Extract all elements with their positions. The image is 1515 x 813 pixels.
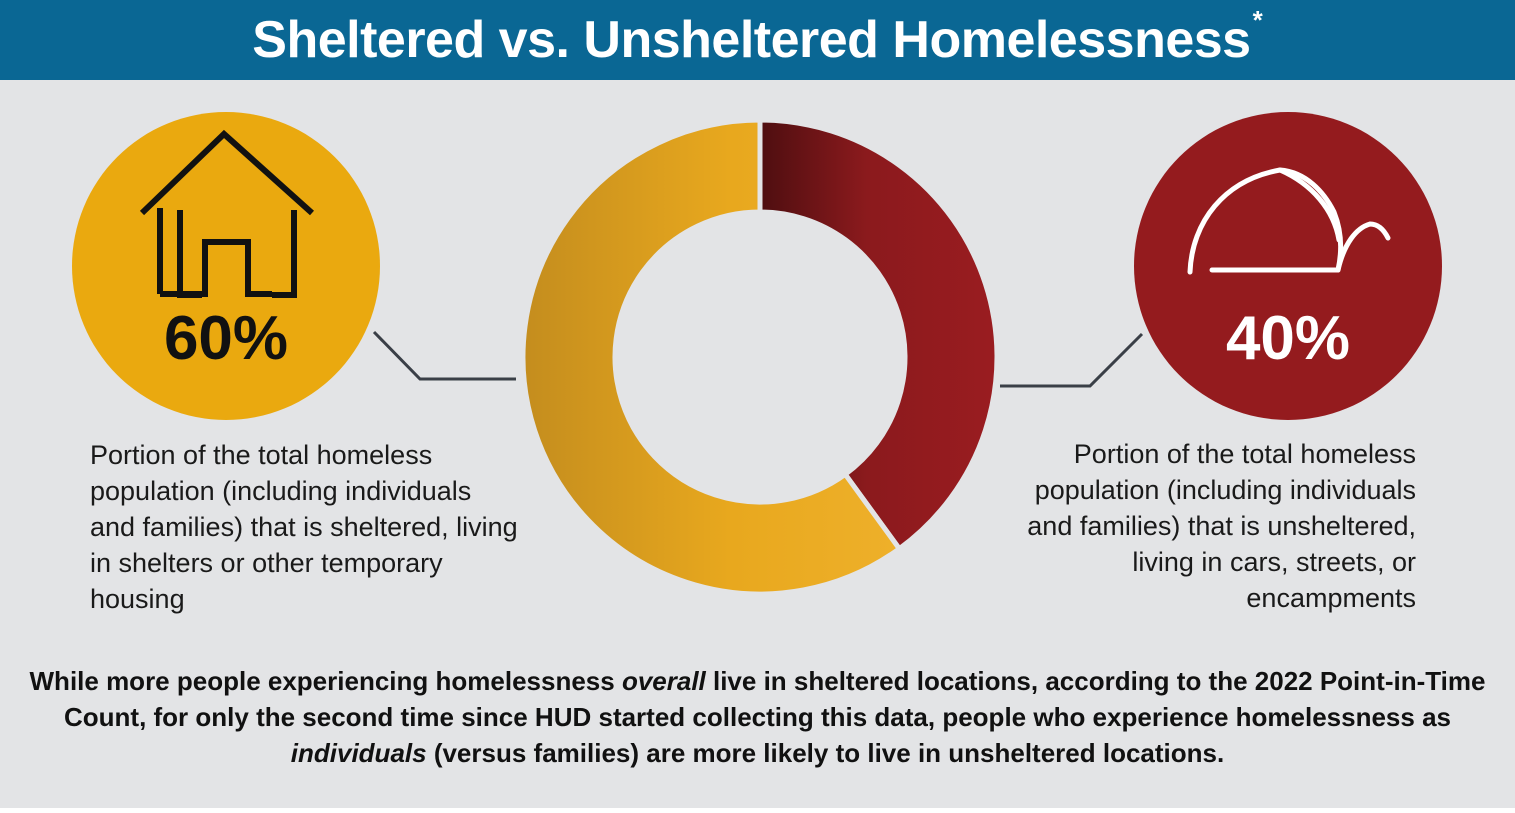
footnote-emphasis-overall: overall: [621, 666, 706, 696]
footnote: While more people experiencing homelessn…: [20, 663, 1495, 771]
page-title: Sheltered vs. Unsheltered Homelessness: [252, 11, 1251, 69]
unsheltered-description: Portion of the total homeless population…: [1027, 439, 1416, 613]
footnote-text-1: While more people experiencing homelessn…: [29, 666, 622, 696]
sheltered-percent: 60%: [163, 304, 289, 373]
donut-slice-sheltered: [520, 117, 903, 597]
sheltered-connector-line: [372, 330, 516, 381]
header-bar: Sheltered vs. Unsheltered Homelessness *: [0, 0, 1515, 80]
tent-icon: [1187, 167, 1391, 275]
footnote-text-3: (versus families) are more likely to liv…: [426, 738, 1225, 768]
footnote-emphasis-individuals: individuals: [290, 738, 427, 768]
unsheltered-percent: 40%: [1225, 304, 1351, 373]
unsheltered-connector-line: [1000, 332, 1144, 388]
sheltered-stat-circle: 60%: [72, 112, 380, 420]
unsheltered-stat-circle: 40%: [1134, 112, 1442, 420]
donut-slice-unsheltered: [757, 117, 1000, 553]
footnote-text-2: live in sheltered locations, according t…: [63, 666, 1486, 732]
title-asterisk: *: [1252, 4, 1263, 35]
sheltered-description: Portion of the total homeless population…: [90, 440, 518, 614]
house-icon: [139, 129, 315, 298]
